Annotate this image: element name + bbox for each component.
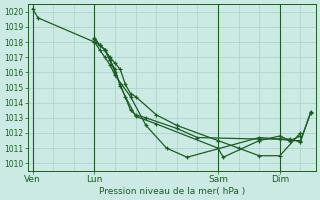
X-axis label: Pression niveau de la mer( hPa ): Pression niveau de la mer( hPa ) bbox=[99, 187, 245, 196]
